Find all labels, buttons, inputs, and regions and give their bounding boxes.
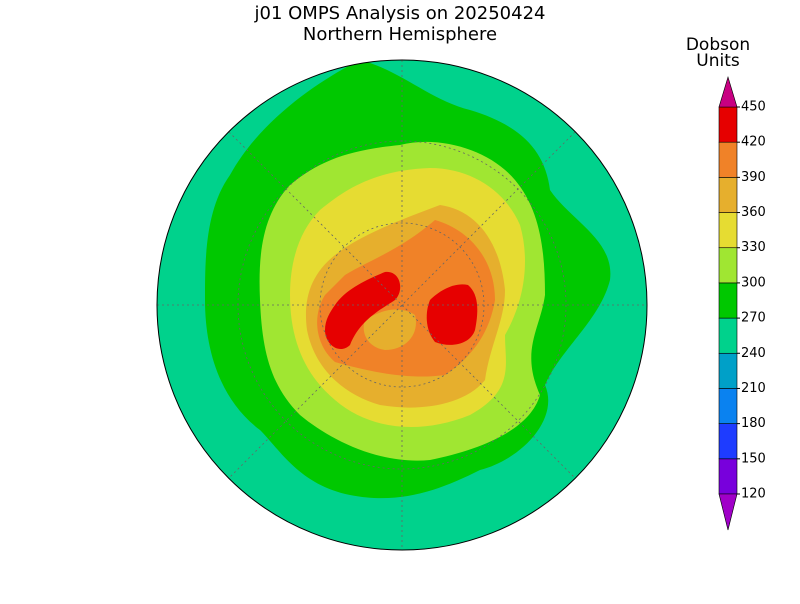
- graticule: [157, 60, 647, 550]
- colorbar-label: 360: [741, 205, 766, 220]
- colorbar-box: [718, 282, 738, 319]
- colorbar-box: [718, 106, 738, 143]
- colorbar: 120 150 180 210 240 270 300 330 360 390 420 450: [718, 75, 766, 531]
- subtitle: Northern Hemisphere: [303, 24, 497, 45]
- colorbar-box: [718, 177, 738, 213]
- ozone-map: [157, 60, 647, 550]
- colorbar-box: [718, 212, 738, 249]
- colorbar-label: 240: [741, 346, 766, 361]
- colorbar-under: [718, 493, 738, 531]
- colorbar-box: [718, 352, 738, 389]
- colorbar-title: Units: [696, 51, 740, 71]
- colorbar-label: 330: [741, 240, 766, 255]
- colorbar-title: Dobson: [686, 35, 750, 55]
- colorbar-label: 150: [741, 451, 766, 466]
- colorbar-label: 180: [741, 416, 766, 431]
- colorbar-over: [718, 75, 738, 108]
- colorbar-box: [718, 423, 738, 460]
- colorbar-label: 420: [741, 135, 766, 150]
- title: j01 OMPS Analysis on 20250424: [254, 3, 546, 24]
- colorbar-box: [718, 317, 738, 354]
- colorbar-box: [718, 247, 738, 284]
- colorbar-label: 390: [741, 170, 766, 185]
- colorbar-box: [718, 141, 738, 178]
- colorbar-box: [718, 458, 738, 495]
- colorbar-label: 210: [741, 381, 766, 396]
- colorbar-box: [718, 388, 738, 424]
- colorbar-label: 300: [741, 275, 766, 290]
- colorbar-label: 450: [741, 100, 766, 115]
- colorbar-label: 270: [741, 311, 766, 326]
- colorbar-label: 120: [741, 487, 766, 502]
